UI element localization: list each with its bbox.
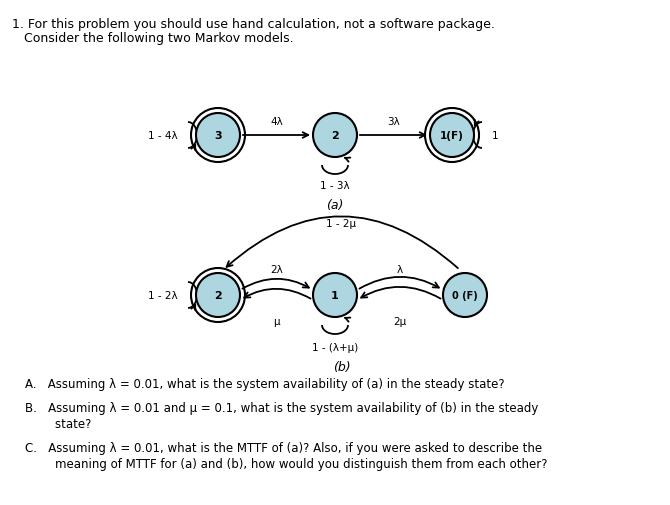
- Text: λ: λ: [397, 265, 403, 274]
- Circle shape: [313, 114, 357, 158]
- Circle shape: [196, 114, 240, 158]
- Text: 1 - (λ+μ): 1 - (λ+μ): [312, 342, 358, 352]
- Text: 1: 1: [331, 290, 339, 300]
- Circle shape: [430, 114, 474, 158]
- Text: B.   Assuming λ = 0.01 and μ = 0.1, what is the system availability of (b) in th: B. Assuming λ = 0.01 and μ = 0.1, what i…: [25, 401, 539, 414]
- Text: 1 - 2λ: 1 - 2λ: [148, 290, 178, 300]
- Text: 3: 3: [214, 131, 222, 141]
- Text: (b): (b): [333, 361, 350, 374]
- Text: 3λ: 3λ: [387, 117, 400, 127]
- Text: μ: μ: [273, 316, 280, 326]
- Text: 2μ: 2μ: [393, 316, 407, 326]
- Text: (a): (a): [326, 199, 344, 212]
- Circle shape: [313, 274, 357, 317]
- Text: 1. For this problem you should use hand calculation, not a software package.: 1. For this problem you should use hand …: [12, 18, 495, 31]
- Text: 1(F): 1(F): [440, 131, 464, 141]
- Text: state?: state?: [25, 417, 91, 430]
- Text: 0 (F): 0 (F): [452, 290, 478, 300]
- Text: A.   Assuming λ = 0.01, what is the system availability of (a) in the steady sta: A. Assuming λ = 0.01, what is the system…: [25, 377, 505, 390]
- Text: 1 - 3λ: 1 - 3λ: [320, 181, 350, 190]
- Text: C.   Assuming λ = 0.01, what is the MTTF of (a)? Also, if you were asked to desc: C. Assuming λ = 0.01, what is the MTTF o…: [25, 441, 542, 454]
- Text: 2: 2: [331, 131, 339, 141]
- Text: meaning of MTTF for (a) and (b), how would you distinguish them from each other?: meaning of MTTF for (a) and (b), how wou…: [25, 457, 547, 470]
- Text: 2: 2: [214, 290, 222, 300]
- Text: Consider the following two Markov models.: Consider the following two Markov models…: [12, 32, 293, 45]
- Circle shape: [443, 274, 487, 317]
- Text: 1 - 4λ: 1 - 4λ: [148, 131, 178, 141]
- Text: 2λ: 2λ: [270, 265, 283, 274]
- Text: 1 - 2μ: 1 - 2μ: [326, 219, 356, 229]
- Text: 1: 1: [492, 131, 498, 141]
- Text: 4λ: 4λ: [270, 117, 283, 127]
- Circle shape: [196, 274, 240, 317]
